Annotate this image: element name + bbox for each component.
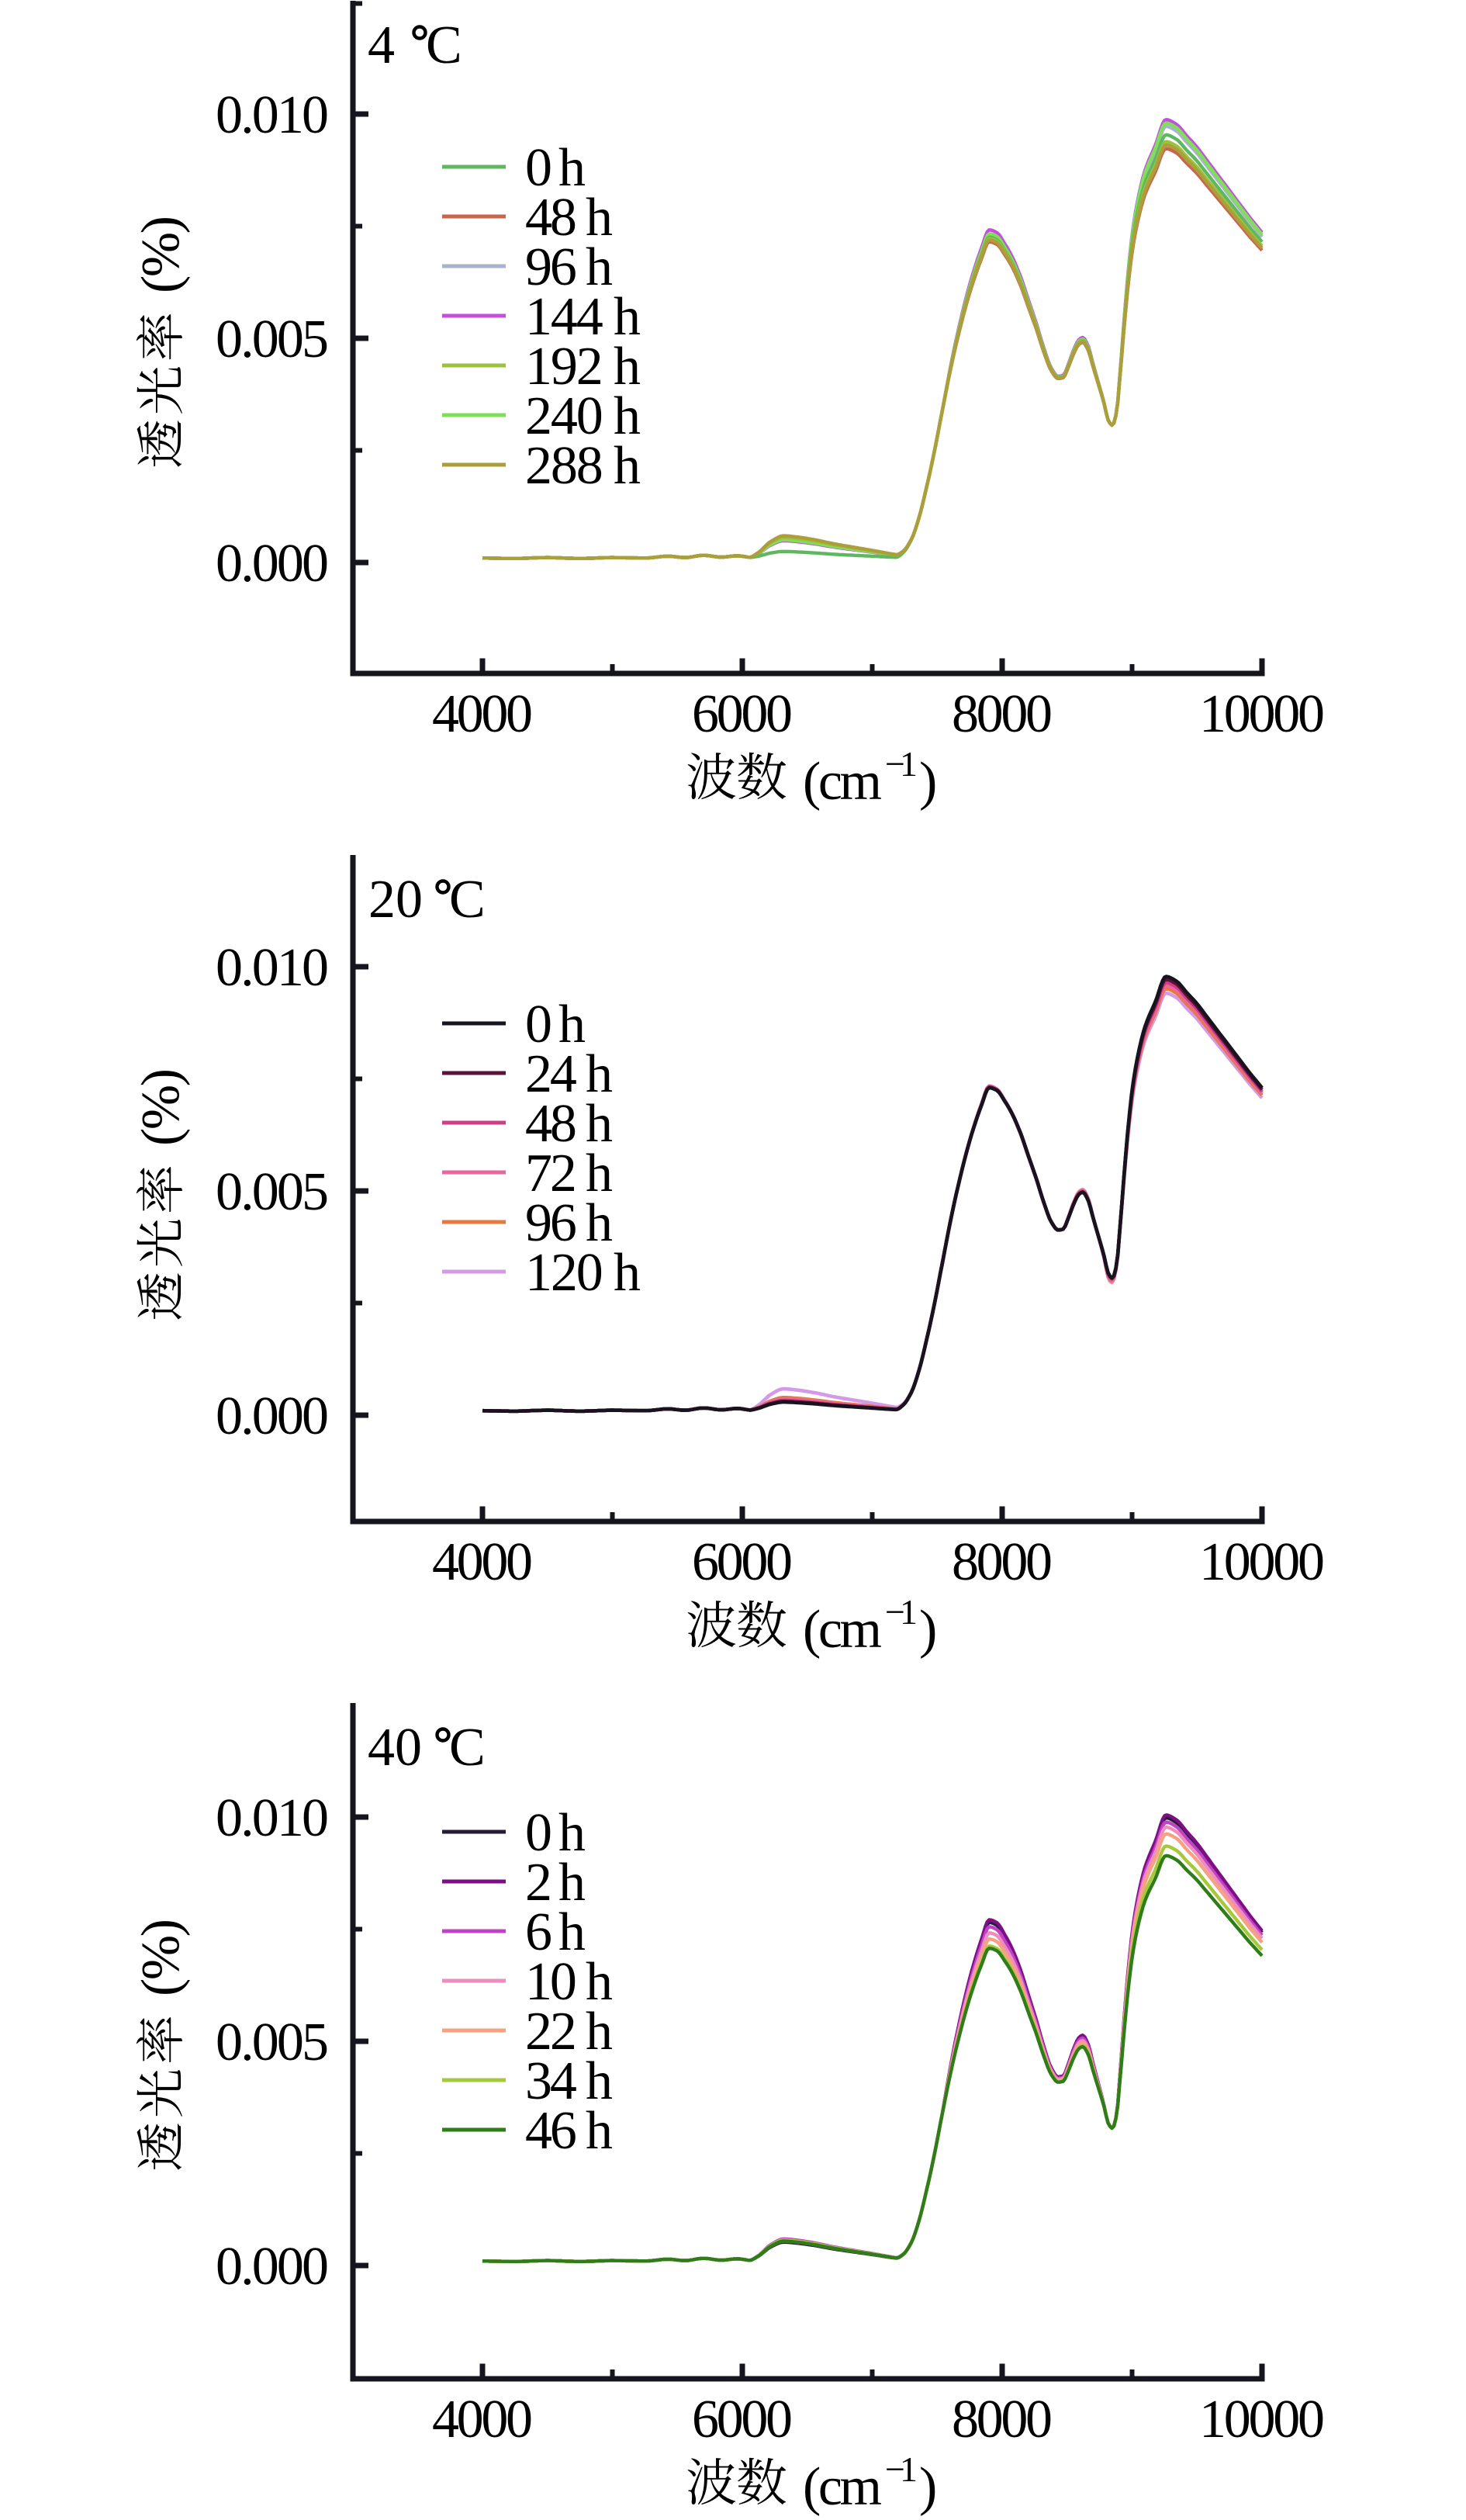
svg-text:10 h: 10 h xyxy=(525,1952,613,2012)
svg-text:10000: 10000 xyxy=(1199,1532,1325,1592)
svg-text:4000: 4000 xyxy=(432,684,533,744)
svg-text:4000: 4000 xyxy=(432,2390,533,2449)
svg-text:6 h: 6 h xyxy=(525,1902,586,1962)
svg-text:6000: 6000 xyxy=(692,684,793,744)
svg-text:34 h: 34 h xyxy=(525,2051,613,2111)
svg-text:72 h: 72 h xyxy=(525,1144,613,1203)
svg-text:0.005: 0.005 xyxy=(216,1162,329,1222)
svg-text:2 h: 2 h xyxy=(525,1853,586,1912)
svg-text:6000: 6000 xyxy=(692,2390,793,2449)
svg-text:0.005: 0.005 xyxy=(216,2013,329,2072)
svg-text:0.010: 0.010 xyxy=(216,85,329,145)
svg-text:0.010: 0.010 xyxy=(216,1788,329,1848)
svg-text:8000: 8000 xyxy=(952,1532,1053,1592)
svg-text:288 h: 288 h xyxy=(525,436,641,496)
svg-text:48 h: 48 h xyxy=(525,1094,613,1154)
svg-text:0.000: 0.000 xyxy=(216,534,329,594)
svg-text:10000: 10000 xyxy=(1199,684,1325,744)
svg-text:48 h: 48 h xyxy=(525,188,613,248)
svg-text:0.000: 0.000 xyxy=(216,1386,329,1446)
svg-text:6000: 6000 xyxy=(692,1532,793,1592)
svg-text:0 h: 0 h xyxy=(525,995,586,1054)
svg-text:120 h: 120 h xyxy=(525,1243,641,1303)
svg-text:46 h: 46 h xyxy=(525,2101,613,2161)
svg-text:22 h: 22 h xyxy=(525,2002,613,2061)
svg-text:4000: 4000 xyxy=(432,1532,533,1592)
svg-text:8000: 8000 xyxy=(952,2390,1053,2449)
svg-text:8000: 8000 xyxy=(952,684,1053,744)
svg-text:0.000: 0.000 xyxy=(216,2237,329,2297)
svg-text:0.005: 0.005 xyxy=(216,310,329,369)
svg-text:240 h: 240 h xyxy=(525,386,641,446)
svg-text:96 h: 96 h xyxy=(525,237,613,297)
svg-text:144 h: 144 h xyxy=(525,287,641,347)
svg-text:0 h: 0 h xyxy=(525,1803,586,1863)
svg-text:96 h: 96 h xyxy=(525,1193,613,1253)
svg-text:24 h: 24 h xyxy=(525,1044,613,1104)
svg-text:4: 4 xyxy=(368,16,395,75)
svg-text:192 h: 192 h xyxy=(525,337,641,396)
svg-text:0 h: 0 h xyxy=(525,138,586,198)
svg-text:20: 20 xyxy=(368,870,423,929)
svg-text:40: 40 xyxy=(368,1718,422,1778)
svg-text:0.010: 0.010 xyxy=(216,938,329,998)
svg-text:10000: 10000 xyxy=(1199,2390,1325,2449)
